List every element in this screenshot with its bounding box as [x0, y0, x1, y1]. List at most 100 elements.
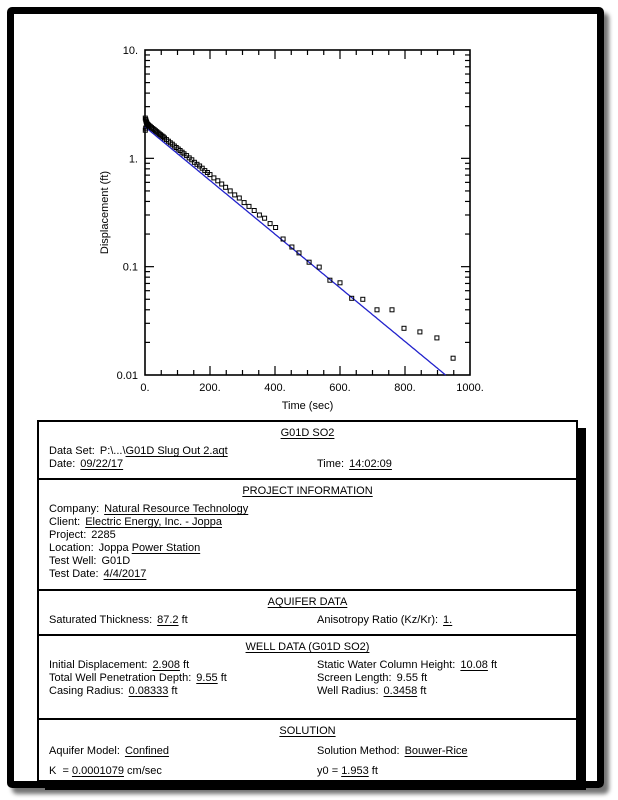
client-value[interactable]: Electric Energy, Inc. - Joppa: [85, 516, 222, 529]
well-row-1: Initial Displacement: 2.908 ft Static Wat…: [49, 659, 566, 672]
well-radius-label: Well Radius:: [317, 685, 379, 698]
saturated-thickness-value[interactable]: 87.2: [157, 614, 179, 627]
solution-method-value[interactable]: Bouwer-Rice: [404, 745, 468, 757]
report-title-row: G01D SO2: [49, 427, 566, 440]
screen-length-unit: ft: [421, 672, 428, 685]
solution-row-1: Aquifer Model: Confined Solution Method: B…: [49, 745, 566, 758]
saturated-thickness-label: Saturated Thickness:: [49, 614, 153, 627]
solution-section: SOLUTION Aquifer Model: Confined Solution…: [39, 718, 576, 780]
hydraulic-conductivity-field: K = 0.0001079 cm/sec: [49, 765, 162, 777]
svg-text:600.: 600.: [329, 382, 350, 394]
client-row: Client: Electric Energy, Inc. - Joppa: [49, 516, 566, 529]
y-axis-title: Displacement (ft): [99, 171, 111, 254]
report-table: G01D SO2 Data Set: P:\...\G01D Slug Out 2…: [37, 420, 578, 782]
dataset-row: Data Set: P:\...\G01D Slug Out 2.aqt: [49, 445, 566, 458]
observed-data-points: [142, 115, 456, 361]
date-value[interactable]: 09/22/17: [80, 458, 124, 470]
plot-axes: [145, 50, 470, 375]
solution-method-label: Solution Method:: [317, 745, 400, 757]
aquifer-data-section: AQUIFER DATA Saturated Thickness: 87.2 ft…: [39, 589, 576, 634]
location-value-underlined[interactable]: Power Station: [131, 542, 201, 555]
total-penetration-value[interactable]: 9.55: [196, 672, 218, 685]
aquifer-heading-row: AQUIFER DATA: [49, 596, 566, 609]
total-penetration-field: Total Well Penetration Depth: 9.55 ft: [49, 672, 227, 684]
location-label: Location:: [49, 542, 94, 555]
dataset-path-prefix: P:\...\: [99, 445, 126, 457]
aquifer-model-label: Aquifer Model:: [49, 745, 120, 757]
svg-text:1000.: 1000.: [456, 382, 484, 394]
well-row-3: Casing Radius: 0.08333 ft Well Radius: 0.3…: [49, 685, 566, 698]
svg-text:800.: 800.: [394, 382, 415, 394]
x-axis-title: Time (sec): [282, 400, 334, 412]
static-water-value[interactable]: 10.08: [460, 659, 488, 672]
report-title: G01D SO2: [280, 427, 335, 439]
project-information-section: PROJECT INFORMATION Company: Natural Reso…: [39, 478, 576, 589]
plot-border: [144, 49, 471, 376]
casing-radius-value[interactable]: 0.08333: [128, 685, 169, 698]
solution-method-field: Solution Method: Bouwer-Rice: [317, 745, 468, 758]
k-value[interactable]: 0.0001079: [71, 765, 124, 777]
solution-heading: SOLUTION: [279, 725, 336, 737]
dataset-file[interactable]: G01D Slug Out 2.aqt: [125, 445, 228, 457]
y0-unit: ft: [371, 765, 378, 777]
test-date-value[interactable]: 4/4/2017: [103, 568, 147, 581]
location-value-plain: Joppa: [98, 542, 129, 555]
svg-text:10.: 10.: [123, 45, 138, 57]
screen-length-value: 9.55: [396, 672, 419, 685]
date-field: Date: 09/22/17: [49, 458, 123, 470]
svg-text:200.: 200.: [199, 382, 220, 394]
well-heading-row: WELL DATA (G01D SO2): [49, 641, 566, 654]
well-row-2: Total Well Penetration Depth: 9.55 ft Scr…: [49, 672, 566, 685]
company-row: Company: Natural Resource Technology: [49, 503, 566, 516]
date-label: Date:: [49, 458, 76, 470]
saturated-thickness-field: Saturated Thickness: 87.2 ft: [49, 614, 188, 626]
saturated-thickness-unit: ft: [181, 614, 188, 627]
anisotropy-value[interactable]: 1.: [443, 614, 453, 627]
well-data-section: WELL DATA (G01D SO2) Initial Displacemen…: [39, 634, 576, 718]
screen-length-field: Screen Length: 9.55 ft: [317, 672, 427, 685]
casing-radius-field: Casing Radius: 0.08333 ft: [49, 685, 178, 697]
location-row: Location: Joppa Power Station: [49, 542, 566, 555]
well-radius-unit: ft: [420, 685, 427, 698]
svg-text:400.: 400.: [264, 382, 285, 394]
anisotropy-field: Anisotropy Ratio (Kz/Kr): 1.: [317, 614, 452, 627]
initial-displacement-field: Initial Displacement: 2.908 ft: [49, 659, 189, 671]
project-number-row: Project: 2285: [49, 529, 566, 542]
svg-text:1.: 1.: [129, 153, 138, 165]
anisotropy-label: Anisotropy Ratio (Kz/Kr):: [317, 614, 439, 627]
test-well-row: Test Well: G01D: [49, 555, 566, 568]
well-radius-field: Well Radius: 0.3458 ft: [317, 685, 426, 698]
total-penetration-label: Total Well Penetration Depth:: [49, 672, 192, 685]
static-water-unit: ft: [490, 659, 498, 672]
initial-displacement-label: Initial Displacement:: [49, 659, 148, 672]
y0-field: y0 = 1.953 ft: [317, 765, 378, 778]
date-time-row: Date: 09/22/17 Time: 14:02:09: [49, 458, 566, 471]
casing-radius-unit: ft: [171, 685, 178, 698]
svg-text:0.: 0.: [140, 382, 149, 394]
y0-value[interactable]: 1.953: [341, 765, 369, 777]
client-label: Client:: [49, 516, 81, 529]
well-radius-value[interactable]: 0.3458: [383, 685, 418, 698]
test-date-row: Test Date: 4/4/2017: [49, 568, 566, 581]
time-label: Time:: [317, 458, 345, 470]
project-number-label: Project:: [49, 529, 87, 542]
initial-displacement-value[interactable]: 2.908: [152, 659, 180, 672]
company-value[interactable]: Natural Resource Technology: [104, 503, 249, 516]
displacement-time-plot: 0. 200. 400. 600. 800. 1000. 10. 1. 0.1 0.01 Time …: [99, 45, 484, 412]
static-water-label: Static Water Column Height:: [317, 659, 456, 672]
test-date-label: Test Date:: [49, 568, 99, 581]
test-well-value: G01D: [101, 555, 131, 568]
aquifer-model-value[interactable]: Confined: [124, 745, 169, 757]
test-well-label: Test Well:: [49, 555, 97, 568]
solution-heading-row: SOLUTION: [49, 725, 566, 738]
screen-length-label: Screen Length:: [317, 672, 392, 685]
time-field: Time: 14:02:09: [317, 458, 392, 471]
time-value[interactable]: 14:02:09: [349, 458, 392, 470]
svg-text:0.01: 0.01: [117, 370, 138, 382]
aquifer-values-row: Saturated Thickness: 87.2 ft Anisotropy R…: [49, 614, 566, 627]
k-equals: =: [62, 765, 69, 777]
report-header-section: G01D SO2 Data Set: P:\...\G01D Slug Out 2…: [39, 422, 576, 478]
solution-row-2: K = 0.0001079 cm/sec y0 = 1.953 ft: [49, 765, 566, 778]
static-water-field: Static Water Column Height: 10.08 ft: [317, 659, 497, 672]
